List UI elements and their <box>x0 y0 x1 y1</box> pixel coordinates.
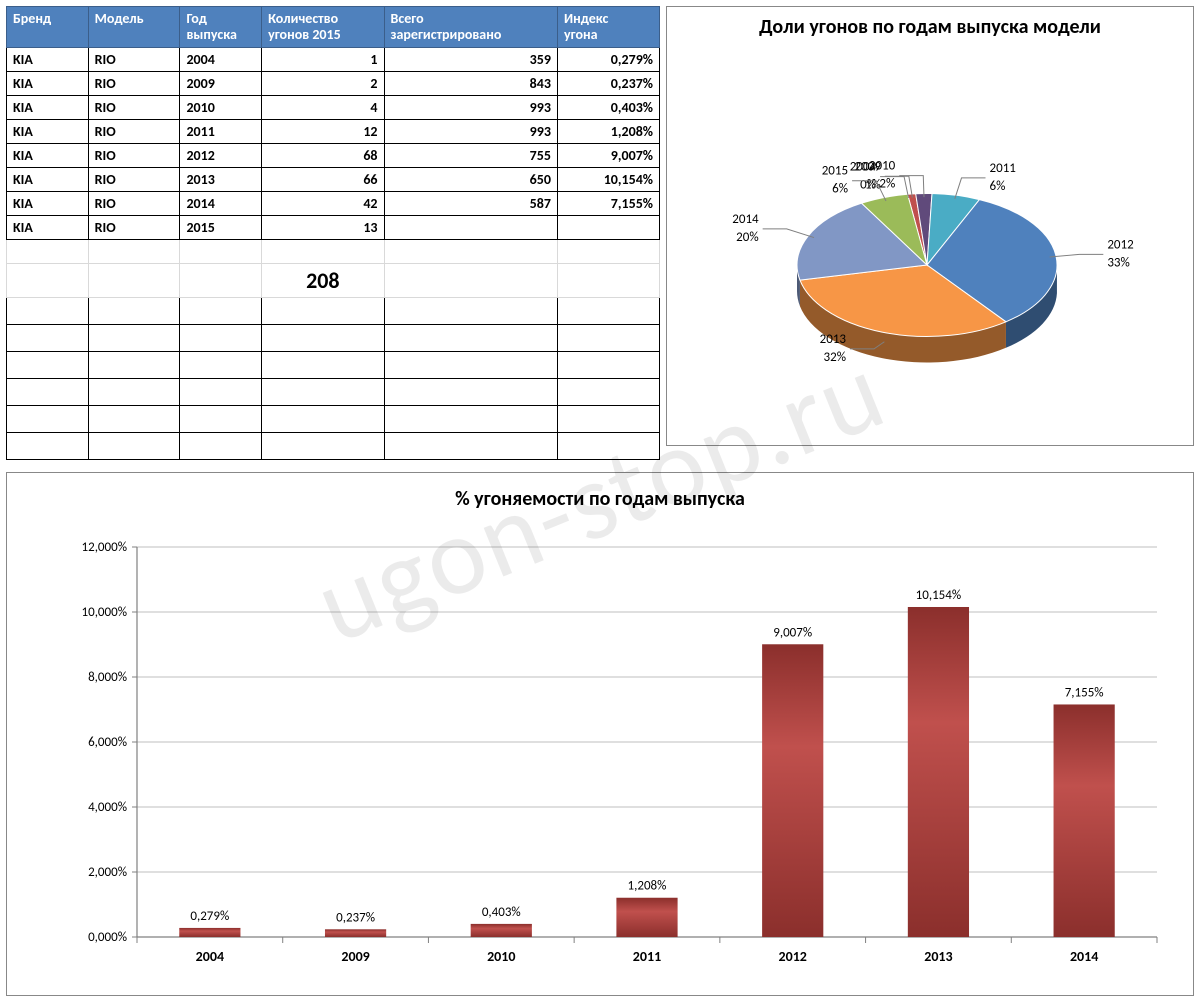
col-header: Количествоугонов 2015 <box>262 7 384 48</box>
bar-value-label: 7,155% <box>1065 686 1104 701</box>
total-row: 208 <box>7 264 660 298</box>
table-row <box>7 379 660 406</box>
col-header: Всегозарегистрировано <box>384 7 557 48</box>
x-tick-label: 2011 <box>633 948 661 965</box>
pie-chart: Доли угонов по годам выпуска модели 2004… <box>666 6 1194 446</box>
bar-value-label: 0,279% <box>190 909 229 924</box>
table-row <box>7 298 660 325</box>
table-row: KIARIO2014425877,155% <box>7 192 660 216</box>
bar <box>762 644 823 937</box>
pie-label-pct: 6% <box>832 182 848 197</box>
table-row <box>7 240 660 264</box>
y-tick-label: 0,000% <box>88 930 127 945</box>
bar <box>616 898 677 937</box>
col-header: Индексугона <box>557 7 659 48</box>
bar-chart: % угоняемости по годам выпуска 0,000% 2,0… <box>6 472 1194 996</box>
table-row <box>7 352 660 379</box>
table-row: KIARIO201049930,403% <box>7 96 660 120</box>
table-row: KIARIO201513 <box>7 216 660 240</box>
pie-label-pct: 33% <box>1107 255 1129 270</box>
x-tick-label: 2010 <box>487 948 515 965</box>
table-row: KIARIO2011129931,208% <box>7 120 660 144</box>
bar-value-label: 10,154% <box>916 588 961 603</box>
table-row: KIARIO2012687559,007% <box>7 144 660 168</box>
bar-title: % угоняемости по годам выпуска <box>7 487 1193 511</box>
pie-label: 2012 <box>1107 237 1134 252</box>
table-row: KIARIO200928430,237% <box>7 72 660 96</box>
table-row: KIARIO20136665010,154% <box>7 168 660 192</box>
x-tick-label: 2009 <box>341 948 369 965</box>
bar-value-label: 9,007% <box>773 625 812 640</box>
table-row <box>7 433 660 460</box>
bar-value-label: 0,237% <box>336 910 375 925</box>
bar <box>1054 705 1115 938</box>
table-row <box>7 325 660 352</box>
pie-label: 2011 <box>990 161 1016 176</box>
pie-label-pct: 2% <box>879 177 895 192</box>
bar <box>179 928 240 937</box>
bar <box>908 607 969 937</box>
y-tick-label: 2,000% <box>88 865 127 880</box>
x-tick-label: 2014 <box>1070 948 1098 965</box>
col-header: Бренд <box>7 7 89 48</box>
total-value: 208 <box>262 264 384 298</box>
x-tick-label: 2004 <box>196 948 224 965</box>
y-tick-label: 6,000% <box>88 735 127 750</box>
bar-value-label: 0,403% <box>482 905 521 920</box>
table-row: KIARIO200413590,279% <box>7 48 660 72</box>
pie-label: 2014 <box>732 212 759 227</box>
col-header: Годвыпуска <box>180 7 262 48</box>
bar <box>325 929 386 937</box>
bar <box>471 924 532 937</box>
pie-label: 2010 <box>869 159 896 174</box>
y-tick-label: 10,000% <box>82 605 127 620</box>
data-table: БрендМодельГодвыпускаКоличествоугонов 20… <box>6 6 660 460</box>
pie-label-pct: 6% <box>990 179 1006 194</box>
y-tick-label: 4,000% <box>88 800 127 815</box>
pie-label-pct: 20% <box>736 230 758 245</box>
pie-title: Доли угонов по годам выпуска модели <box>667 15 1193 40</box>
pie-label-pct: 32% <box>824 350 846 365</box>
col-header: Модель <box>88 7 180 48</box>
x-tick-label: 2013 <box>924 948 952 965</box>
table-row <box>7 406 660 433</box>
pie-label: 2013 <box>820 332 847 347</box>
pie-label: 2015 <box>822 164 848 179</box>
y-tick-label: 12,000% <box>82 540 127 555</box>
bar-value-label: 1,208% <box>628 879 667 894</box>
x-tick-label: 2012 <box>779 948 807 965</box>
y-tick-label: 8,000% <box>88 670 127 685</box>
